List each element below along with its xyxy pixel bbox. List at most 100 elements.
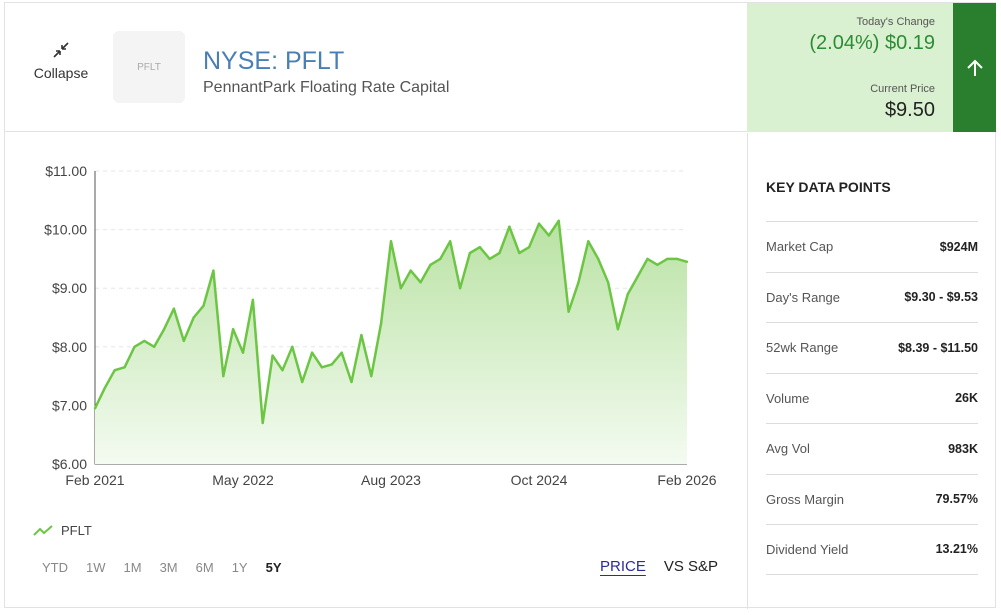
key-label: Avg Vol xyxy=(766,441,810,457)
key-value: $9.30 - $9.53 xyxy=(904,290,978,305)
key-value: 79.57% xyxy=(935,492,978,507)
y-tick-label: $8.00 xyxy=(52,339,87,355)
data-point xyxy=(508,225,511,228)
y-tick-label: $6.00 xyxy=(52,456,87,472)
data-point xyxy=(271,354,274,357)
data-point xyxy=(182,339,185,343)
key-row-dividend-yield: Dividend Yield 13.21% xyxy=(766,524,978,575)
price-direction-indicator xyxy=(953,3,996,132)
data-point xyxy=(231,328,235,331)
data-point xyxy=(281,369,284,372)
company-logo: PFLT xyxy=(113,31,185,103)
time-range-selector: YTD 1W 1M 3M 6M 1Y 5Y xyxy=(42,560,300,575)
vs-sp-view-button[interactable]: VS S&P xyxy=(663,558,719,575)
range-1w[interactable]: 1W xyxy=(86,560,106,575)
key-row-market-cap: Market Cap $924M xyxy=(766,221,978,272)
price-area xyxy=(95,220,687,464)
data-point xyxy=(626,292,629,296)
data-point xyxy=(616,328,620,331)
data-point xyxy=(133,345,136,348)
price-change-panel: Today's Change (2.04%) $0.19 Current Pri… xyxy=(747,3,953,132)
data-point xyxy=(518,251,521,255)
range-6m[interactable]: 6M xyxy=(195,560,214,575)
data-point xyxy=(340,351,343,354)
data-point xyxy=(646,257,649,261)
todays-change-label: Today's Change xyxy=(856,16,935,28)
current-price-value: $9.50 xyxy=(884,99,935,121)
collapse-icon xyxy=(53,42,69,58)
data-point xyxy=(409,269,412,272)
data-point xyxy=(103,386,107,390)
collapse-button[interactable]: Collapse xyxy=(27,41,95,81)
price-chart[interactable]: $11.00 $10.00 $9.00 $8.00 $7.00 $6.00 Feb 202… xyxy=(5,133,747,513)
data-point xyxy=(370,374,373,378)
data-point xyxy=(389,240,393,243)
key-row-gross-margin: Gross Margin 79.57% xyxy=(766,473,978,525)
x-tick-label: Aug 2023 xyxy=(361,472,421,488)
range-ytd[interactable]: YTD xyxy=(42,560,68,575)
data-point xyxy=(172,307,176,310)
data-point xyxy=(597,257,600,261)
data-point xyxy=(320,366,324,369)
current-price-label: Current Price xyxy=(870,83,935,95)
key-data-title: KEY DATA POINTS xyxy=(766,179,891,195)
key-value: $924M xyxy=(939,239,978,254)
data-point xyxy=(93,407,97,410)
data-point xyxy=(468,251,472,255)
data-point xyxy=(251,298,255,302)
y-tick-label: $10.00 xyxy=(44,222,87,238)
x-tick-label: May 2022 xyxy=(212,472,274,488)
data-point xyxy=(488,257,491,261)
data-point xyxy=(291,345,294,348)
key-value: $8.39 - $11.50 xyxy=(898,340,978,355)
data-point xyxy=(192,316,195,319)
data-point xyxy=(419,281,422,284)
range-5y[interactable]: 5Y xyxy=(265,560,282,575)
key-value: 26K xyxy=(955,391,978,406)
key-label: 52wk Range xyxy=(766,340,839,356)
data-point xyxy=(212,269,215,272)
data-point xyxy=(429,263,432,266)
data-point xyxy=(360,333,363,337)
price-chart-area: $11.00 $10.00 $9.00 $8.00 $7.00 $6.00 Feb 202… xyxy=(5,133,747,609)
collapse-label: Collapse xyxy=(33,65,89,81)
data-point xyxy=(587,240,590,243)
todays-change-value: (2.04%) $0.19 xyxy=(809,32,935,54)
key-label: Day's Range xyxy=(766,289,841,305)
data-point xyxy=(310,351,314,354)
range-1y[interactable]: 1Y xyxy=(231,560,248,575)
data-point xyxy=(350,380,353,384)
data-point xyxy=(478,245,481,249)
range-3m[interactable]: 3M xyxy=(159,560,178,575)
data-point xyxy=(261,421,264,425)
data-point xyxy=(567,310,570,313)
data-point xyxy=(123,366,126,369)
data-point xyxy=(557,219,560,223)
data-point xyxy=(222,374,225,378)
data-point xyxy=(241,351,245,354)
key-data-list: Market Cap $924M Day's Range $9.30 - $9.… xyxy=(766,221,978,575)
data-point xyxy=(685,260,689,264)
data-point xyxy=(439,257,442,261)
data-point xyxy=(636,275,639,278)
y-tick-label: $11.00 xyxy=(45,163,87,179)
chart-legend: PFLT xyxy=(33,523,92,538)
range-1m[interactable]: 1M xyxy=(123,560,142,575)
price-view-button[interactable]: PRICE xyxy=(600,558,646,575)
data-point xyxy=(577,281,580,284)
key-label: Dividend Yield xyxy=(766,541,849,557)
y-tick-label: $9.00 xyxy=(52,280,87,296)
x-tick-label: Feb 2026 xyxy=(657,472,716,488)
key-data-panel: KEY DATA POINTS Market Cap $924M Day's R… xyxy=(747,133,997,609)
y-tick-label: $7.00 xyxy=(52,397,87,413)
company-name: PennantPark Floating Rate Capital xyxy=(203,79,450,96)
x-tick-label: Oct 2024 xyxy=(511,472,568,488)
key-value: 13.21% xyxy=(935,542,978,557)
key-row-52wk-range: 52wk Range $8.39 - $11.50 xyxy=(766,322,978,373)
data-point xyxy=(606,281,610,284)
x-tick-label: Feb 2021 xyxy=(65,472,124,488)
data-point xyxy=(330,363,333,366)
ticker-symbol[interactable]: NYSE: PFLT xyxy=(203,47,345,75)
legend-label: PFLT xyxy=(61,523,92,538)
data-point xyxy=(153,345,156,348)
